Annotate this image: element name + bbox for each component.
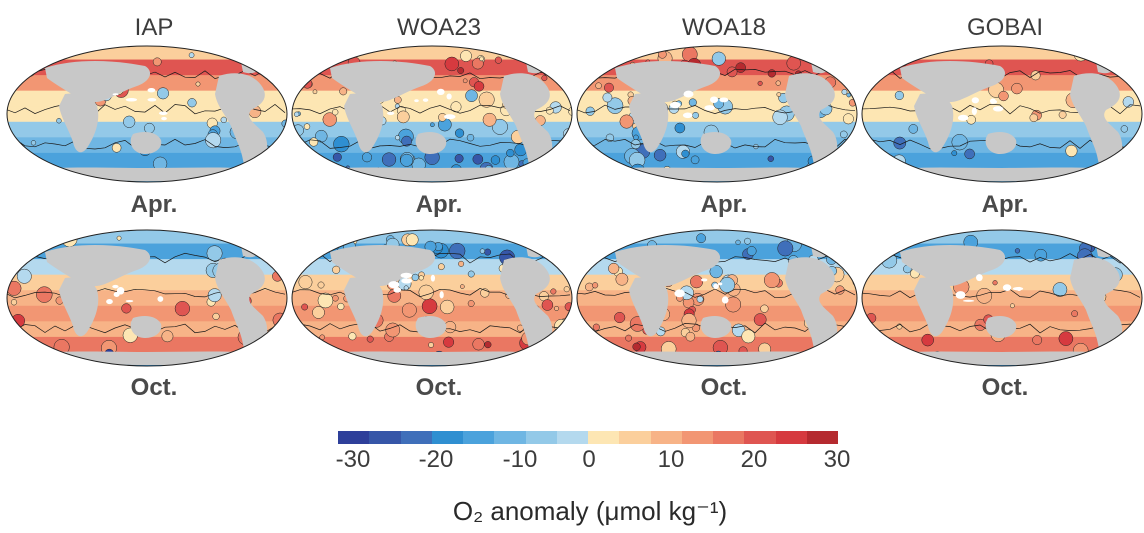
column-title-woa23: WOA23 [396, 14, 482, 41]
month-label-woa18-apr: Apr. [700, 191, 748, 218]
colorbar-label: O₂ anomaly (μmol kg⁻¹) [452, 496, 728, 526]
colorbar-tick: -20 [418, 446, 454, 473]
colorbar-tick: 10 [657, 446, 685, 473]
month-label-gobai-oct: Oct. [981, 374, 1029, 401]
column-title-iap: IAP [134, 14, 174, 41]
colorbar-swatch [369, 431, 401, 444]
colorbar-swatch [525, 431, 557, 444]
colorbar-tick: 0 [582, 446, 596, 473]
colorbar-swatch [806, 431, 838, 444]
ocean-map-panel [575, 44, 859, 184]
month-label-iap-apr: Apr. [130, 191, 178, 218]
month-label-iap-oct: Oct. [130, 374, 178, 401]
ocean-map-panel [575, 228, 859, 368]
ocean-map-panel [290, 228, 574, 368]
month-label-woa23-apr: Apr. [415, 191, 463, 218]
ocean-map-panel [290, 44, 574, 184]
colorbar-swatch [494, 431, 526, 444]
ocean-map-panel [5, 44, 289, 184]
colorbar-swatch [588, 431, 620, 444]
colorbar-swatch [775, 431, 807, 444]
colorbar-swatch [744, 431, 776, 444]
colorbar-tick: -10 [502, 446, 538, 473]
colorbar-swatch [713, 431, 745, 444]
colorbar-swatch [681, 431, 713, 444]
ocean-map-panel [860, 228, 1144, 368]
colorbar [338, 431, 838, 444]
column-title-gobai: GOBAI [966, 14, 1044, 41]
colorbar-tick: 30 [823, 446, 851, 473]
ocean-map-panel [860, 44, 1144, 184]
colorbar-tick: -30 [335, 446, 371, 473]
colorbar-swatch [400, 431, 432, 444]
colorbar-tick: 20 [740, 446, 768, 473]
colorbar-swatch [556, 431, 588, 444]
month-label-woa18-oct: Oct. [700, 374, 748, 401]
colorbar-swatch [338, 431, 370, 444]
colorbar-swatch [431, 431, 463, 444]
colorbar-swatch [619, 431, 651, 444]
colorbar-swatch [650, 431, 682, 444]
ocean-map-panel [5, 228, 289, 368]
colorbar-swatch [463, 431, 495, 444]
column-title-woa18: WOA18 [681, 14, 767, 41]
month-label-gobai-apr: Apr. [981, 191, 1029, 218]
month-label-woa23-oct: Oct. [415, 374, 463, 401]
